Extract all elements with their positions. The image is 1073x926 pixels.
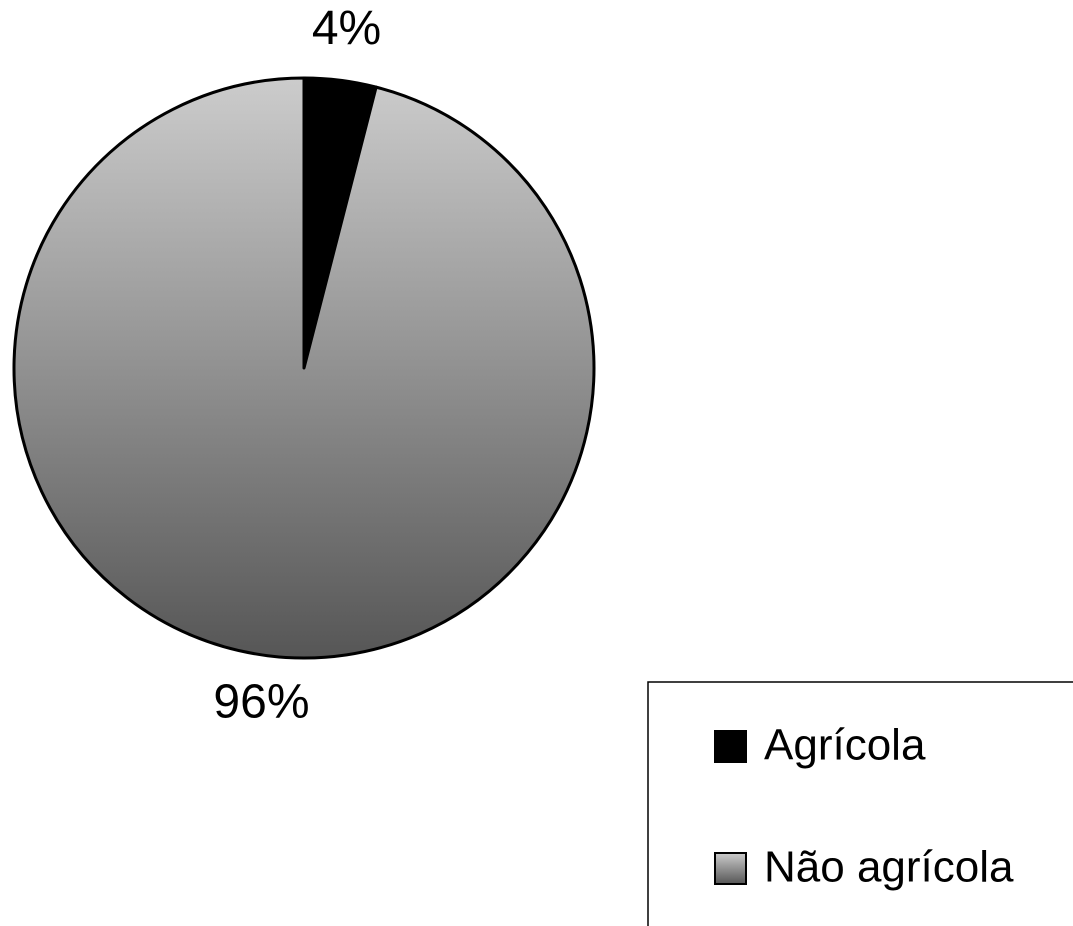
- legend-swatch: [714, 852, 747, 885]
- data-label: 4%: [312, 2, 381, 55]
- legend-label: Não agrícola: [764, 843, 1014, 892]
- data-label: 96%: [213, 675, 309, 728]
- legend-swatch: [714, 730, 747, 763]
- legend-box: [647, 681, 1073, 926]
- legend-label: Agrícola: [764, 721, 926, 770]
- pie-slice: [12, 76, 596, 660]
